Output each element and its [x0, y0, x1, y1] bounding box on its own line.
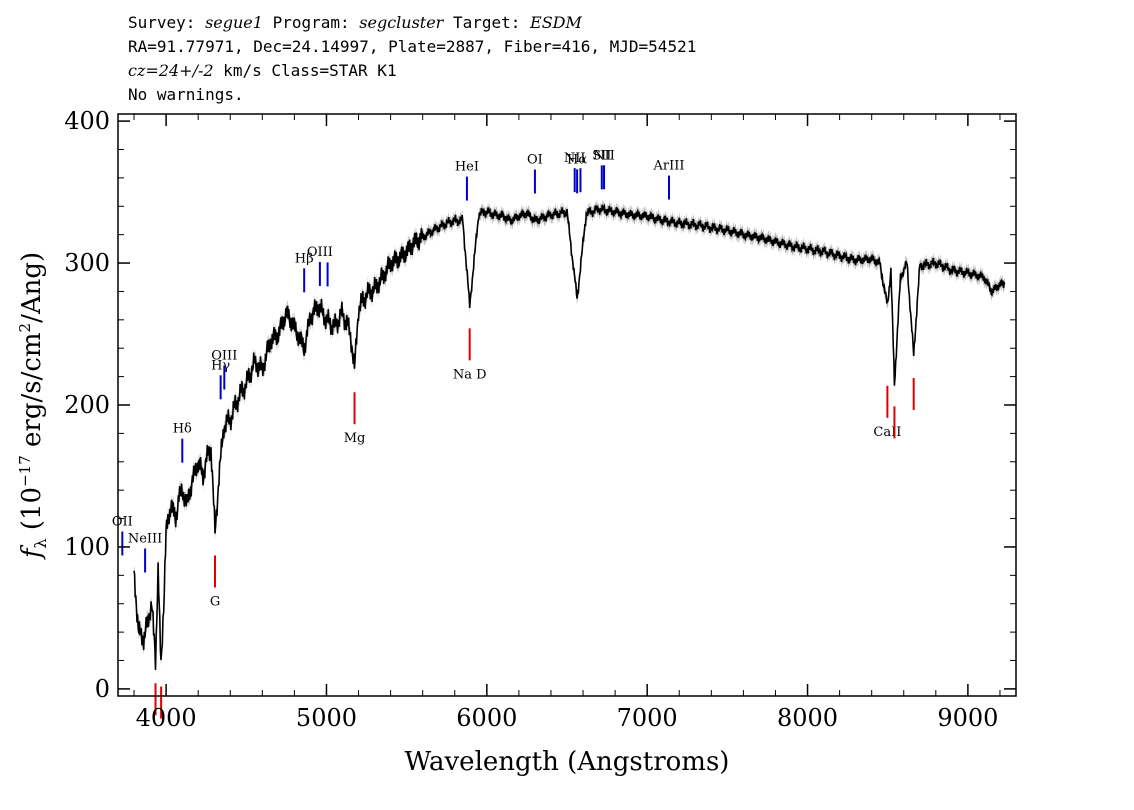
emission-line-label: Hβ — [295, 251, 314, 266]
survey-value: segue1 — [205, 13, 263, 32]
emission-line-label: Hα — [567, 152, 587, 167]
x-tick-label: 9000 — [937, 704, 998, 732]
emission-line-label: Hδ — [173, 422, 192, 437]
emission-line-label: OIII — [307, 245, 333, 260]
x-tick-label: 5000 — [296, 704, 357, 732]
y-tick-label: 200 — [64, 391, 110, 419]
emission-line-label: OI — [527, 152, 543, 167]
x-tick-label: 7000 — [617, 704, 678, 732]
x-tick-label: 6000 — [456, 704, 517, 732]
emission-line-label: NII — [564, 151, 586, 166]
header-line-warnings: No warnings. — [128, 85, 244, 104]
y-axis-title: fλ (10−17 erg/s/cm2/Ang) — [16, 252, 50, 560]
spectrum-layer — [133, 203, 1006, 670]
absorption-line-label: G — [210, 594, 220, 609]
emission-line-label: OIII — [211, 349, 237, 364]
y-axis-title-open: (10 — [17, 487, 47, 539]
plot-frame — [117, 113, 1017, 697]
header-line-class: cz=24+/-2 km/s Class=STAR K1 — [128, 62, 397, 80]
emission-line-label: HeI — [455, 160, 479, 175]
y-tick-label: 0 — [95, 675, 110, 703]
header-line-coords: RA=91.77971, Dec=24.14997, Plate=2887, F… — [128, 37, 697, 56]
target-value: ESDM — [530, 13, 582, 32]
x-tick-label: 4000 — [136, 704, 197, 732]
spectrum-line — [133, 203, 1006, 670]
program-label: Program: — [262, 13, 360, 32]
absorption-line-label: Mg — [344, 431, 366, 446]
target-label: Target: — [443, 13, 531, 32]
y-tick-label: 100 — [64, 533, 110, 561]
y-axis-title-lambda: λ — [31, 538, 50, 548]
x-axis-title: Wavelength (Angstroms) — [405, 747, 730, 777]
axis-ticks-layer: 4000 5000 6000 7000 8000 9000 0 100 200 300 400 — [64, 107, 1016, 732]
emission-line-label: NII — [593, 148, 615, 163]
y-axis-title-exp2: 2 — [16, 323, 34, 333]
survey-label: Survey: — [128, 13, 206, 32]
header-line-survey: Survey: segue1 Program: segcluster Targe… — [128, 14, 582, 32]
y-tick-label: 300 — [64, 249, 110, 277]
y-axis-title-exp1: −17 — [16, 455, 34, 487]
emission-line-label: SII — [592, 148, 611, 163]
absorption-line-label: Na D — [453, 367, 487, 382]
emission-line-label: Hγ — [211, 358, 230, 373]
y-axis-title-mid: erg/s/cm — [17, 332, 47, 455]
y-axis-title-close: /Ang) — [17, 252, 47, 323]
absorption-line-label: CaII — [873, 425, 901, 440]
y-tick-label: 400 — [64, 107, 110, 135]
redshift-value: cz=24+/-2 — [128, 61, 214, 80]
x-tick-label: 8000 — [777, 704, 838, 732]
class-text: km/s Class=STAR K1 — [213, 61, 397, 80]
emission-line-label: NeIII — [128, 532, 162, 547]
emission-line-label: ArIII — [652, 159, 684, 174]
program-value: segcluster — [359, 13, 444, 32]
emission-line-label: OII — [112, 514, 133, 529]
